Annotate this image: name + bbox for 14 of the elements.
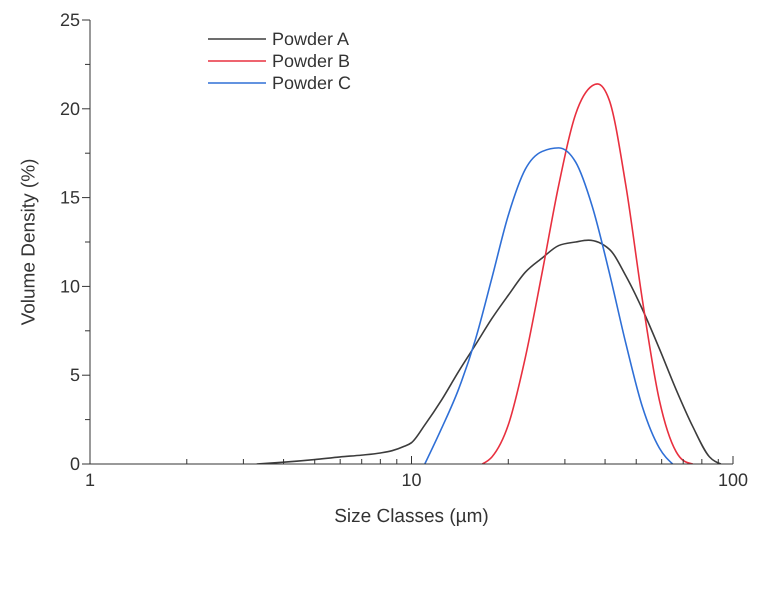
x-tick-label: 1	[84, 470, 96, 490]
y-tick-label: 10	[60, 276, 80, 296]
y-tick-label: 20	[60, 98, 80, 119]
x-tick-label: 10	[401, 470, 422, 490]
x-tick-label: 100	[718, 470, 748, 490]
legend-label: Powder C	[272, 72, 352, 94]
y-tick-label: 15	[60, 188, 80, 208]
x-axis-title: Size Classes (µm)	[334, 506, 489, 527]
legend-label: Powder A	[272, 28, 350, 50]
legend-label: Powder B	[272, 50, 350, 72]
y-tick-label: 5	[70, 365, 80, 386]
y-tick-label: 25	[60, 10, 80, 30]
y-tick-label: 0	[70, 454, 80, 474]
y-axis-title: Volume Density (%)	[18, 158, 40, 326]
